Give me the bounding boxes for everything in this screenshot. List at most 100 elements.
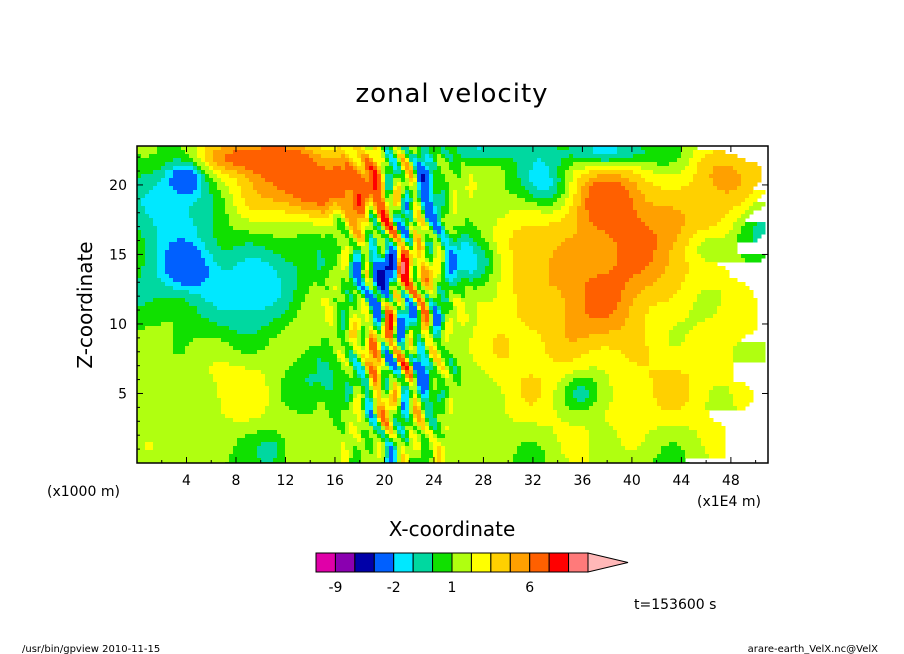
field-cell — [353, 406, 362, 411]
field-cell — [349, 294, 354, 299]
field-cell — [405, 402, 410, 407]
field-cell — [413, 342, 418, 347]
field-cell — [381, 254, 386, 259]
field-cell — [397, 382, 402, 387]
field-cell — [565, 198, 574, 203]
field-cell — [513, 274, 550, 279]
field-cell — [233, 418, 250, 423]
field-cell — [393, 278, 398, 283]
field-cell — [441, 318, 446, 323]
field-cell — [425, 242, 434, 247]
field-cell — [341, 146, 354, 151]
field-cell — [633, 298, 670, 303]
field-cell — [405, 306, 410, 311]
field-cell — [285, 438, 358, 443]
field-cell — [489, 246, 498, 251]
field-cell — [377, 394, 382, 399]
field-cell — [137, 318, 210, 323]
field-cell — [337, 302, 358, 307]
field-cell — [333, 422, 346, 427]
field-cell — [617, 434, 646, 439]
field-cell — [265, 382, 282, 387]
field-cell — [389, 258, 394, 263]
field-cell — [333, 374, 350, 379]
field-cell — [361, 438, 366, 443]
field-cell — [365, 390, 370, 395]
field-cell — [197, 226, 214, 231]
y-tick-label: 5 — [118, 386, 127, 402]
field-cell — [701, 158, 746, 163]
field-cell — [561, 294, 586, 299]
field-cell — [305, 350, 334, 355]
field-cell — [357, 298, 362, 303]
field-cell — [401, 266, 406, 271]
field-cell — [377, 318, 382, 323]
field-cell — [441, 354, 454, 359]
field-cell — [745, 210, 754, 215]
field-cell — [513, 234, 574, 239]
field-cell — [713, 170, 738, 175]
field-cell — [653, 202, 742, 207]
field-cell — [149, 190, 178, 195]
field-cell — [717, 222, 734, 227]
field-cell — [401, 338, 406, 343]
field-cell — [473, 194, 518, 199]
field-cell — [609, 406, 662, 411]
field-cell — [213, 214, 230, 219]
field-cell — [401, 414, 406, 419]
field-cell — [329, 286, 334, 291]
field-cell — [421, 150, 430, 155]
field-cell — [661, 446, 682, 451]
field-cell — [137, 230, 142, 235]
colorbar-label: -9 — [328, 580, 342, 596]
field-cell — [733, 222, 746, 227]
field-cell — [217, 386, 270, 391]
field-cell — [433, 290, 438, 295]
field-cell — [393, 318, 398, 323]
field-cell — [397, 310, 410, 315]
field-cell — [505, 394, 522, 399]
field-cell — [621, 350, 650, 355]
field-cell — [385, 446, 390, 451]
field-cell — [413, 294, 418, 299]
field-cell — [213, 150, 234, 155]
field-cell — [345, 422, 350, 427]
field-cell — [417, 154, 422, 159]
field-cell — [381, 378, 386, 383]
field-cell — [549, 282, 586, 287]
field-cell — [213, 378, 266, 383]
field-cell — [153, 446, 234, 451]
field-cell — [417, 418, 422, 423]
field-cell — [217, 238, 338, 243]
field-cell — [713, 178, 742, 183]
field-cell — [277, 186, 374, 191]
field-cell — [569, 338, 578, 343]
field-cell — [437, 434, 446, 439]
field-cell — [401, 362, 406, 367]
field-cell — [349, 222, 358, 227]
field-cell — [457, 254, 478, 259]
field-cell — [605, 370, 650, 375]
field-cell — [401, 146, 410, 151]
field-cell — [529, 402, 534, 407]
field-cell — [749, 206, 762, 211]
field-cell — [377, 382, 382, 387]
field-cell — [381, 234, 390, 239]
field-cell — [557, 382, 570, 387]
field-cell — [137, 446, 146, 451]
field-cell — [429, 350, 438, 355]
field-cell — [401, 346, 406, 351]
field-cell — [137, 166, 162, 171]
field-cell — [589, 366, 598, 371]
field-cell — [401, 398, 410, 403]
field-cell — [389, 154, 394, 159]
field-cell — [137, 242, 146, 247]
field-cell — [401, 382, 410, 387]
field-cell — [649, 226, 682, 231]
field-cell — [217, 186, 230, 191]
field-cell — [585, 386, 598, 391]
field-cell — [501, 278, 514, 283]
field-cell — [237, 182, 254, 187]
field-cell — [549, 274, 598, 279]
field-cell — [593, 222, 646, 227]
